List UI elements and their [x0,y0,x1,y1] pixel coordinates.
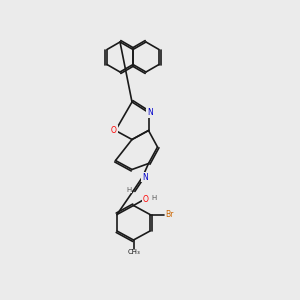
Text: O: O [142,195,148,204]
Text: N: N [142,172,148,182]
Text: CH₃: CH₃ [127,249,140,255]
Text: N: N [147,108,153,117]
Text: Br: Br [165,210,174,219]
Text: H: H [126,187,132,193]
Text: O: O [111,126,117,135]
Text: H: H [151,195,156,201]
